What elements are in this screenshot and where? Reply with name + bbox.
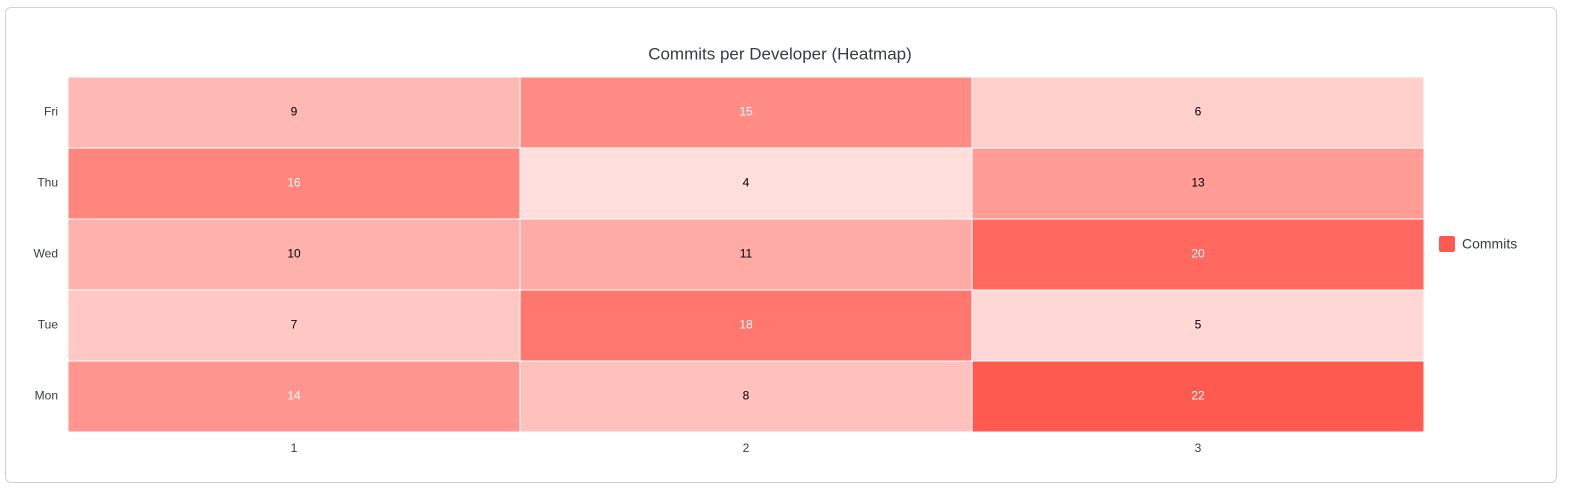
heat-cell xyxy=(519,76,973,149)
heat-cell xyxy=(971,76,1425,149)
heat-cell xyxy=(67,76,521,149)
data-label: 16 xyxy=(287,176,301,190)
heat-cell xyxy=(971,218,1425,291)
legend-marker xyxy=(1439,236,1455,252)
heat-cell xyxy=(971,147,1425,220)
data-label: 10 xyxy=(287,247,301,261)
x-tick-label: 3 xyxy=(1195,441,1202,455)
data-label: 13 xyxy=(1191,176,1205,190)
y-tick-label: Mon xyxy=(35,389,58,403)
heat-cell xyxy=(519,289,973,362)
data-label: 22 xyxy=(1191,389,1205,403)
data-label: 15 xyxy=(739,105,753,119)
y-tick-label: Wed xyxy=(34,247,58,261)
y-tick-label: Fri xyxy=(44,105,58,119)
heat-cell xyxy=(519,218,973,291)
heat-cell xyxy=(67,218,521,291)
data-label: 8 xyxy=(743,389,750,403)
x-tick-label: 2 xyxy=(743,441,750,455)
data-label: 20 xyxy=(1191,247,1205,261)
legend-label: Commits xyxy=(1462,236,1517,252)
data-label: 11 xyxy=(740,247,753,261)
x-tick-label: 1 xyxy=(291,441,298,455)
data-label: 14 xyxy=(287,389,301,403)
data-label: 4 xyxy=(743,176,750,190)
chart-card xyxy=(5,7,1557,483)
heat-cell xyxy=(519,360,973,433)
data-label: 6 xyxy=(1195,105,1202,119)
data-label: 18 xyxy=(739,318,753,332)
heat-cell xyxy=(67,289,521,362)
chart-title: Commits per Developer (Heatmap) xyxy=(648,44,912,63)
heat-cell xyxy=(971,289,1425,362)
y-tick-label: Thu xyxy=(37,176,58,190)
data-label: 7 xyxy=(291,318,298,332)
heat-cell xyxy=(67,147,521,220)
data-label: 9 xyxy=(291,105,298,119)
data-label: 5 xyxy=(1195,318,1202,332)
heat-cell xyxy=(519,147,973,220)
y-tick-label: Tue xyxy=(38,318,59,332)
